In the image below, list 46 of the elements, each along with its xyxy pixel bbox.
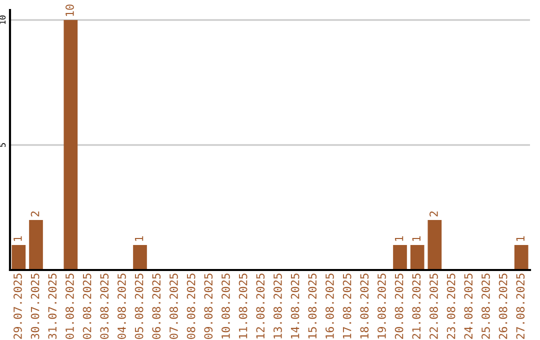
x-tick-label: 16.08.2025 [326, 274, 334, 338]
x-tick-label: 25.08.2025 [482, 274, 490, 339]
bar [428, 220, 442, 270]
bar [29, 220, 43, 270]
data-label: 1 [412, 236, 420, 241]
x-tick-label: 19.08.2025 [378, 274, 386, 338]
data-label: 1 [134, 236, 144, 241]
x-tick-label: 02.08.2025 [82, 274, 92, 339]
x-tick-label: 22.08.2025 [430, 274, 438, 339]
x-tick-label: 08.08.2025 [186, 274, 196, 339]
bar [514, 245, 528, 270]
x-tick-label: 09.08.2025 [204, 274, 213, 339]
data-label: 2 [30, 211, 40, 216]
data-label: 1 [516, 236, 524, 241]
x-tick-label: 03.08.2025 [100, 274, 109, 339]
bar [133, 245, 147, 270]
bar [12, 245, 26, 270]
x-tick-label: 23.08.2025 [446, 274, 456, 339]
x-tick-label: 11.08.2025 [238, 274, 248, 338]
x-tick-label: 26.08.2025 [498, 274, 508, 339]
x-tick-label: 17.08.2025 [342, 274, 352, 338]
x-tick-label: 18.08.2025 [360, 274, 369, 338]
bar [393, 245, 407, 270]
data-label: 1 [394, 236, 404, 241]
x-tick-label: 27.08.2025 [516, 274, 525, 339]
data-label: 10 [66, 4, 74, 16]
x-tick-label: 24.08.2025 [464, 274, 473, 339]
x-tick-label: 31.07.2025 [48, 274, 57, 339]
x-tick-label: 05.08.2025 [134, 274, 144, 339]
x-tick-label: 12.08.2025 [256, 274, 265, 338]
x-tick-label: 04.08.2025 [118, 274, 126, 339]
x-tick-label: 06.08.2025 [152, 274, 161, 339]
x-tick-label: 01.08.2025 [66, 274, 74, 339]
x-tick-label: 07.08.2025 [170, 274, 178, 339]
data-label: 2 [430, 211, 438, 216]
bar [64, 20, 78, 270]
x-tick-label: 21.08.2025 [412, 274, 421, 339]
x-tick-label: 13.08.2025 [274, 274, 282, 338]
x-tick-label: 29.07.2025 [14, 274, 22, 339]
x-tick-label: 14.08.2025 [290, 274, 300, 338]
x-tick-label: 20.08.2025 [394, 274, 404, 339]
data-label: 1 [14, 236, 22, 241]
bar [410, 245, 424, 270]
x-tick-label: 30.07.2025 [30, 274, 40, 339]
x-tick-label: 10.08.2025 [222, 274, 230, 338]
x-tick-label: 15.08.2025 [308, 274, 317, 338]
